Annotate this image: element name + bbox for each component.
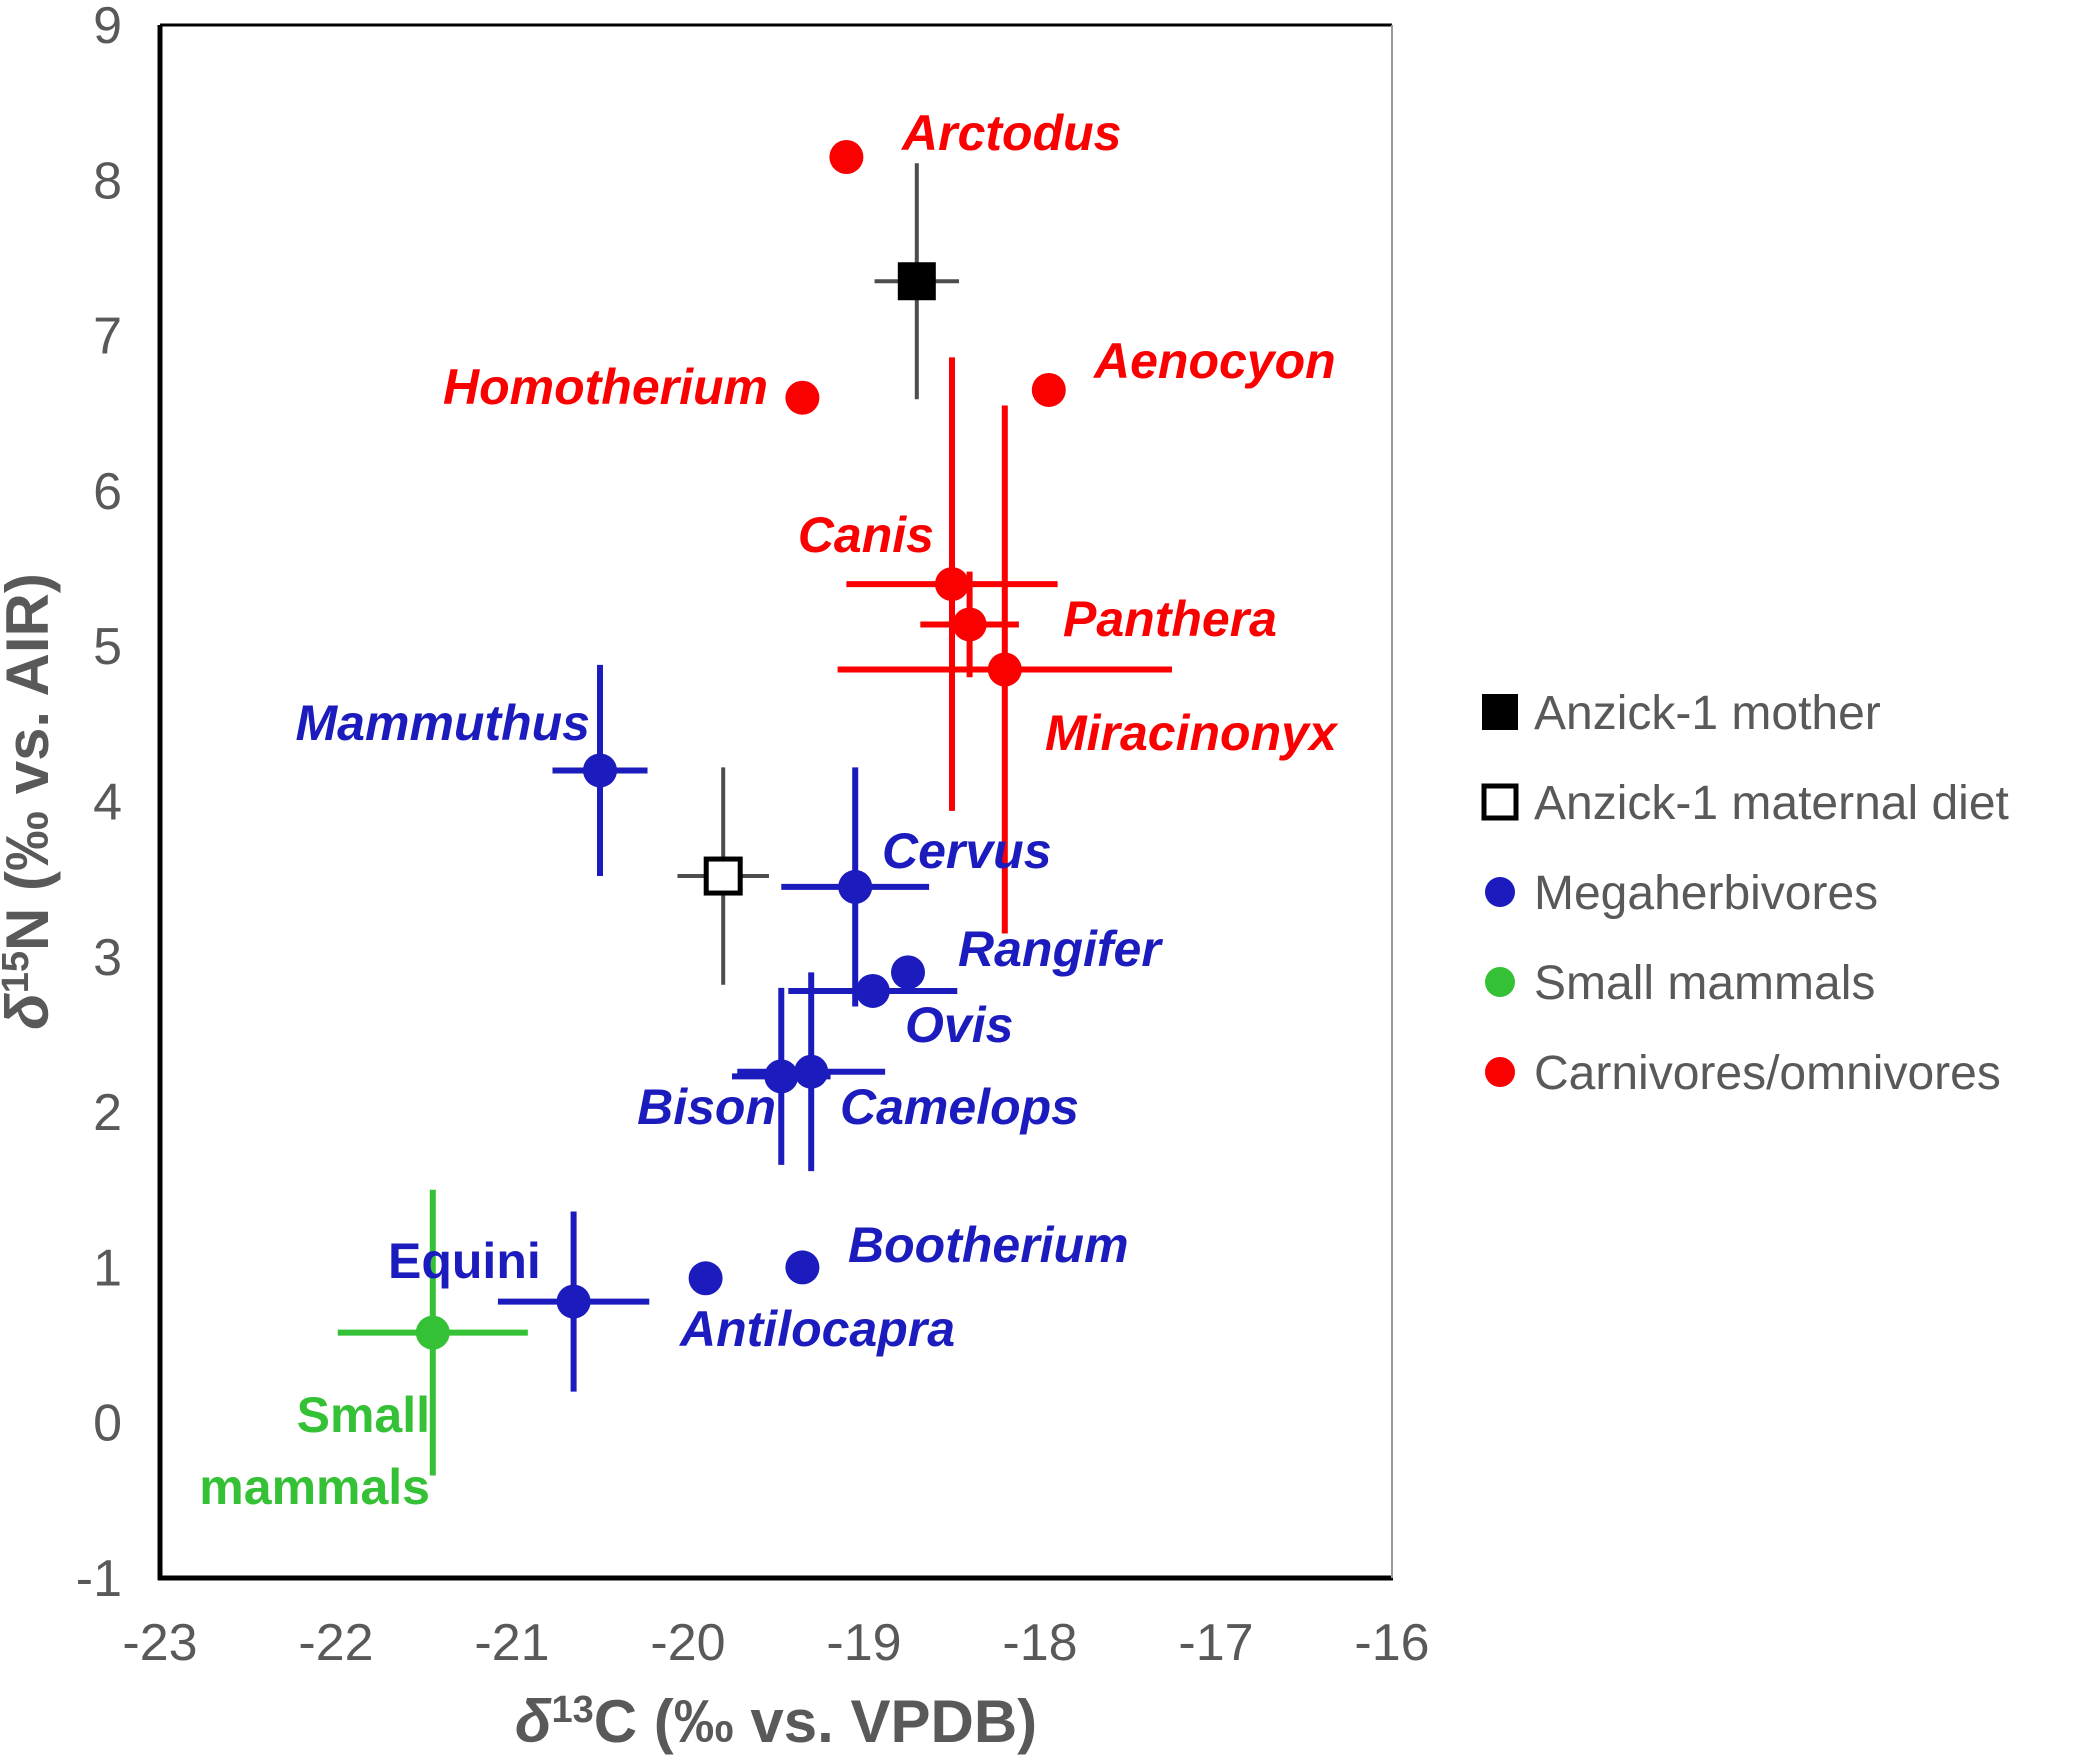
- x-tick-label--20: -20: [650, 1614, 725, 1672]
- point-Anzick-1 maternal diet: [703, 856, 743, 896]
- legend-entry-anzick-1-mother: Anzick-1 mother: [1482, 687, 1881, 740]
- point-Rangifer: [891, 955, 925, 990]
- legend-entry-label: Megaherbivores: [1534, 867, 1878, 920]
- legend-entry-small-mammals: Small mammals: [1485, 957, 1875, 1010]
- legend-marker-circle: [1485, 967, 1515, 997]
- x-tick-label--16: -16: [1354, 1614, 1429, 1672]
- point-label-Small mammals: Small mammals: [199, 1387, 430, 1515]
- y-tick-label-1: 1: [93, 1239, 122, 1297]
- point-Bison: [764, 1059, 799, 1094]
- x-tick-label--17: -17: [1178, 1614, 1253, 1672]
- y-tick-label-6: 6: [93, 463, 122, 521]
- legend-entry-label: Anzick-1 maternal diet: [1534, 777, 2009, 830]
- y-tick-label-7: 7: [93, 308, 122, 366]
- y-tick-label-3: 3: [93, 929, 122, 987]
- legend-entry-megaherbivores: Megaherbivores: [1485, 867, 1878, 920]
- point-Panthera: [952, 607, 987, 642]
- legend-marker-filled-square: [1482, 694, 1518, 730]
- point-Miracinonyx: [987, 652, 1022, 687]
- x-tick-label--19: -19: [826, 1614, 901, 1672]
- y-tick-label-8: 8: [93, 152, 122, 210]
- legend-marker-open-square: [1481, 783, 1519, 821]
- legend-entry-anzick-1-maternal-diet: Anzick-1 maternal diet: [1481, 777, 2009, 830]
- point-label-Arctodus: Arctodus: [900, 105, 1121, 161]
- point-Equini: [556, 1284, 591, 1319]
- point-label-Homotherium: Homotherium: [443, 359, 768, 415]
- legend-marker-circle: [1485, 877, 1515, 907]
- point-label-Miracinonyx: Miracinonyx: [1045, 705, 1339, 761]
- point-Bootherium: [785, 1250, 820, 1285]
- point-label-Cervus: Cervus: [882, 823, 1052, 879]
- legend-entry-label: Small mammals: [1534, 957, 1875, 1010]
- point-label-Bootherium: Bootherium: [848, 1217, 1129, 1273]
- point-label-Equini: Equini: [388, 1233, 541, 1289]
- x-tick-label--23: -23: [122, 1614, 197, 1672]
- point-Antilocapra: [688, 1261, 723, 1296]
- point-label-Ovis: Ovis: [905, 997, 1013, 1053]
- point-Anzick-1 mother: [897, 262, 936, 301]
- point-label-Rangifer: Rangifer: [958, 921, 1163, 977]
- legend-marker-circle: [1485, 1057, 1515, 1087]
- point-Cervus: [838, 869, 873, 904]
- legend: Anzick-1 mother Anzick-1 maternal diet Meg…: [1481, 687, 2009, 1100]
- y-tick-label-4: 4: [93, 774, 122, 832]
- point-Aenocyon: [1031, 372, 1066, 407]
- y-tick-label-2: 2: [93, 1084, 122, 1142]
- x-axis-title: δ13C (‰ vs. VPDB): [515, 1688, 1037, 1755]
- y-tick-label-5: 5: [93, 618, 122, 676]
- legend-entry-label: Carnivores/omnivores: [1534, 1047, 2001, 1100]
- point-Camelops: [794, 1054, 829, 1089]
- point-label-Camelops: Camelops: [840, 1079, 1079, 1135]
- point-label-Canis: Canis: [798, 507, 934, 563]
- y-tick-label-0: 0: [93, 1395, 122, 1453]
- y-tick-label--1: -1: [76, 1550, 122, 1608]
- point-Ovis: [855, 973, 890, 1008]
- point-Mammuthus: [583, 753, 617, 788]
- point-label-Antilocapra: Antilocapra: [678, 1301, 955, 1357]
- x-tick-label--21: -21: [474, 1614, 549, 1672]
- legend-entry-carnivores-omnivores: Carnivores/omnivores: [1485, 1047, 2001, 1100]
- point-Small mammals: [415, 1315, 450, 1350]
- point-Arctodus: [829, 140, 864, 175]
- point-label-Aenocyon: Aenocyon: [1092, 333, 1336, 389]
- point-Homotherium: [785, 380, 820, 415]
- point-label-Mammuthus: Mammuthus: [296, 695, 590, 751]
- point-Canis: [935, 567, 969, 602]
- y-tick-label-9: 9: [93, 0, 122, 55]
- y-axis-title: δ15N (‰ vs. AIR): [0, 573, 61, 1030]
- x-tick-label--18: -18: [1002, 1614, 1077, 1672]
- x-tick-label--22: -22: [298, 1614, 373, 1672]
- point-label-Panthera: Panthera: [1063, 591, 1277, 647]
- legend-entry-label: Anzick-1 mother: [1534, 687, 1881, 740]
- point-label-Bison: Bison: [637, 1079, 776, 1135]
